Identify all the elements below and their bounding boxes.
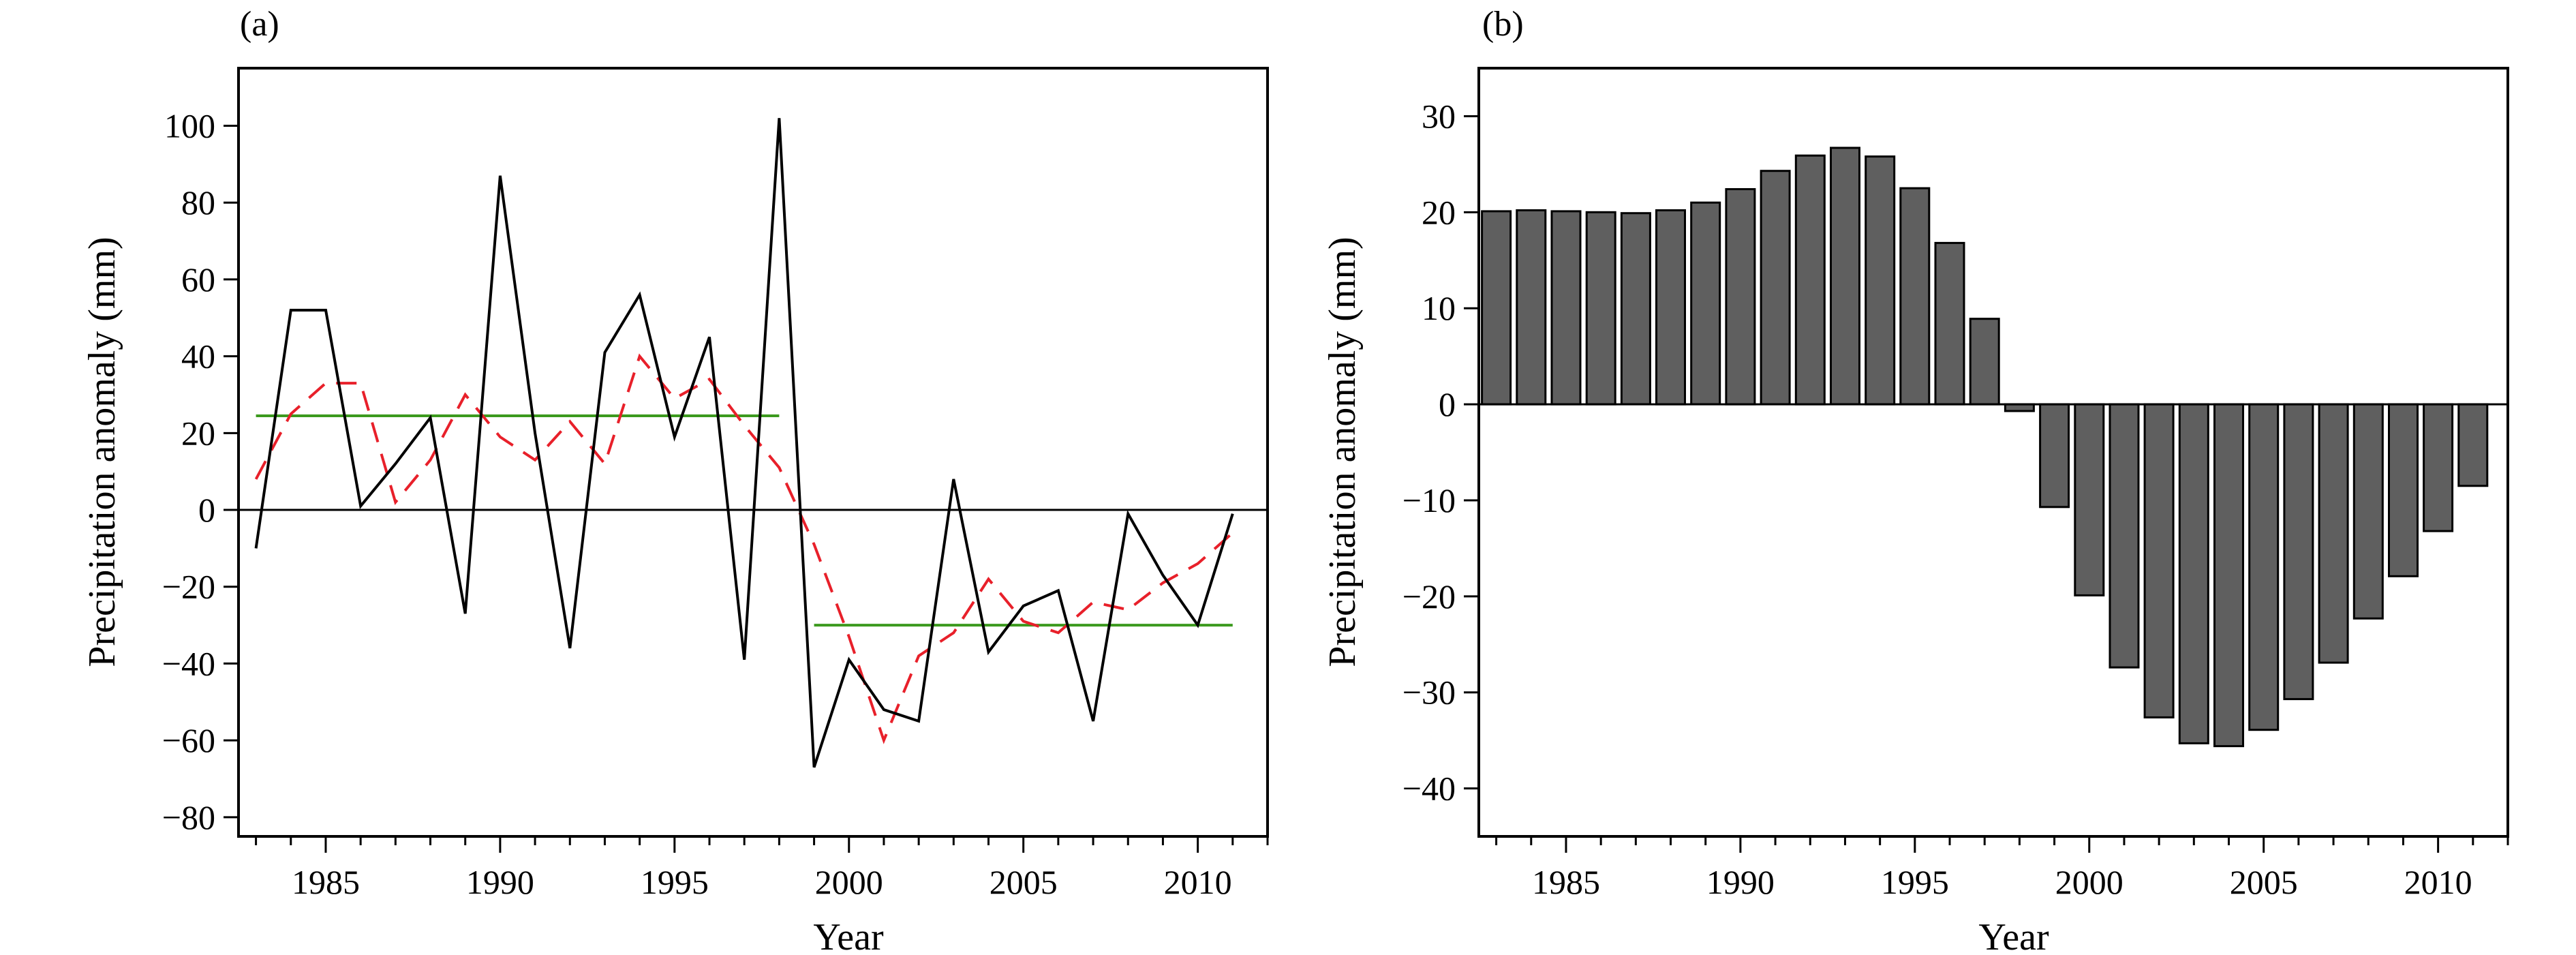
bar xyxy=(2143,403,2175,718)
bar xyxy=(1899,187,1931,406)
y-tick-label: 60 xyxy=(181,260,215,299)
bar xyxy=(1794,154,1826,406)
bar xyxy=(2352,403,2384,620)
bar xyxy=(2457,403,2489,487)
x-tick-label: 1985 xyxy=(292,863,360,901)
bar xyxy=(2423,403,2454,532)
bar xyxy=(1830,147,1860,406)
panel-a-label: (a) xyxy=(240,5,279,44)
bar xyxy=(2213,403,2244,748)
bar xyxy=(2039,403,2070,509)
y-tick-label: −30 xyxy=(1402,673,1456,712)
y-tick-label: 40 xyxy=(181,337,215,376)
x-tick-label: 2010 xyxy=(1164,863,1232,901)
y-tick-label: −40 xyxy=(162,644,215,682)
y-tick-label: 100 xyxy=(164,107,215,145)
bar xyxy=(2318,403,2349,664)
x-tick-label: 2005 xyxy=(990,863,1058,901)
y-tick-label: 30 xyxy=(1422,97,1456,135)
series-moving-average-line xyxy=(254,353,1234,744)
y-tick-label: 0 xyxy=(198,491,215,529)
y-tick-label: 80 xyxy=(181,183,215,222)
y-tick-label: −60 xyxy=(162,721,215,759)
series-anomaly-line xyxy=(254,118,1234,768)
panel-a-x-ticks: 1985 1990 1995 2000 2005 2010 xyxy=(255,836,1269,901)
bar xyxy=(1550,210,1582,406)
bar xyxy=(2004,403,2035,412)
bar xyxy=(1865,155,1896,406)
x-tick-label: 1995 xyxy=(1881,863,1949,901)
bar xyxy=(1481,210,1512,406)
panel-a-x-axis-label: Year xyxy=(813,916,884,955)
panel-b-x-ticks: 1985 1990 1995 2000 2005 2010 xyxy=(1495,836,2509,901)
y-tick-label: −20 xyxy=(1402,577,1456,616)
x-tick-label: 2000 xyxy=(815,863,883,901)
panel-b-plot-frame xyxy=(1477,67,2509,838)
y-tick-label: −40 xyxy=(1402,770,1456,808)
bar xyxy=(1725,188,1756,406)
y-tick-label: −10 xyxy=(1402,481,1456,519)
bar xyxy=(1760,170,1791,406)
x-tick-label: 1990 xyxy=(1706,863,1775,901)
bar xyxy=(1934,241,1965,406)
y-tick-label: 20 xyxy=(1422,193,1456,231)
panel-a-y-ticks: −80 −60 −40 −20 0 20 40 60 80 100 xyxy=(162,107,239,836)
bar xyxy=(2283,403,2314,701)
bar xyxy=(2109,403,2140,669)
bar xyxy=(2074,403,2105,596)
bar xyxy=(1516,209,1547,406)
bar xyxy=(1690,201,1721,406)
panel-b-bar-chart: (b) −40 −30 −20 −10 0 10 20 30 1985 1990 1995 2000… xyxy=(1321,5,2509,955)
x-tick-label: 2010 xyxy=(2404,863,2472,901)
panel-b-x-axis-label: Year xyxy=(1978,916,2049,955)
panel-a-plot-frame xyxy=(237,67,1269,838)
x-tick-label: 2000 xyxy=(2055,863,2123,901)
panel-b-y-axis-label: Precipitation anomaly (mm) xyxy=(1321,237,1364,667)
bar xyxy=(2388,403,2419,577)
bar xyxy=(1620,212,1651,406)
panel-a-marks xyxy=(239,118,1268,768)
y-tick-label: 10 xyxy=(1422,289,1456,327)
panel-a-line-chart: (a) −80 −60 −40 −20 0 20 40 60 80 100 1985 1990 199… xyxy=(81,5,1269,955)
bar xyxy=(2248,403,2280,731)
bar xyxy=(1585,211,1616,406)
x-tick-label: 1985 xyxy=(1532,863,1600,901)
x-tick-label: 1995 xyxy=(641,863,709,901)
x-tick-label: 2005 xyxy=(2230,863,2298,901)
y-tick-label: −20 xyxy=(162,568,215,606)
panel-b-y-ticks: −40 −30 −20 −10 0 10 20 30 xyxy=(1402,97,1479,808)
bar xyxy=(1655,209,1686,406)
y-tick-label: 0 xyxy=(1439,385,1456,423)
y-tick-label: −80 xyxy=(162,798,215,836)
bar xyxy=(1969,318,2000,406)
bar xyxy=(2178,403,2209,744)
panel-a-y-axis-label: Precipitation anomaly (mm) xyxy=(81,237,123,667)
panel-b-marks xyxy=(1479,147,2508,748)
panel-b-label: (b) xyxy=(1482,5,1524,44)
x-tick-label: 1990 xyxy=(466,863,534,901)
y-tick-label: 20 xyxy=(181,414,215,452)
